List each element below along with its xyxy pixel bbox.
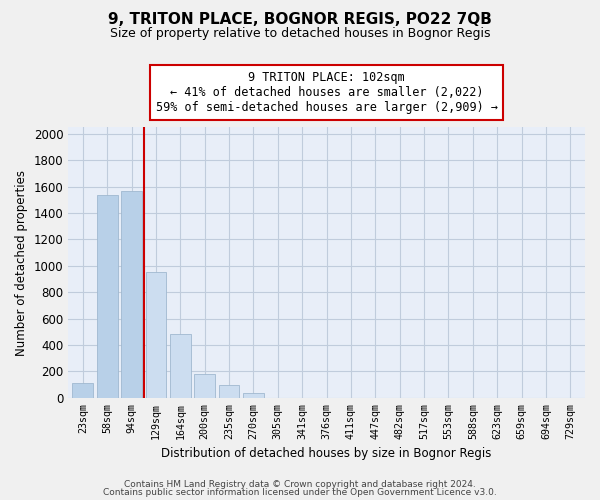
Bar <box>194 374 215 398</box>
Bar <box>170 334 191 398</box>
Text: 9, TRITON PLACE, BOGNOR REGIS, PO22 7QB: 9, TRITON PLACE, BOGNOR REGIS, PO22 7QB <box>108 12 492 28</box>
Bar <box>121 190 142 398</box>
Bar <box>219 384 239 398</box>
X-axis label: Distribution of detached houses by size in Bognor Regis: Distribution of detached houses by size … <box>161 447 492 460</box>
Y-axis label: Number of detached properties: Number of detached properties <box>15 170 28 356</box>
Bar <box>97 194 118 398</box>
Text: Size of property relative to detached houses in Bognor Regis: Size of property relative to detached ho… <box>110 28 490 40</box>
Text: 9 TRITON PLACE: 102sqm
← 41% of detached houses are smaller (2,022)
59% of semi-: 9 TRITON PLACE: 102sqm ← 41% of detached… <box>155 70 497 114</box>
Bar <box>243 393 264 398</box>
Bar <box>146 272 166 398</box>
Text: Contains HM Land Registry data © Crown copyright and database right 2024.: Contains HM Land Registry data © Crown c… <box>124 480 476 489</box>
Text: Contains public sector information licensed under the Open Government Licence v3: Contains public sector information licen… <box>103 488 497 497</box>
Bar <box>73 384 93 398</box>
